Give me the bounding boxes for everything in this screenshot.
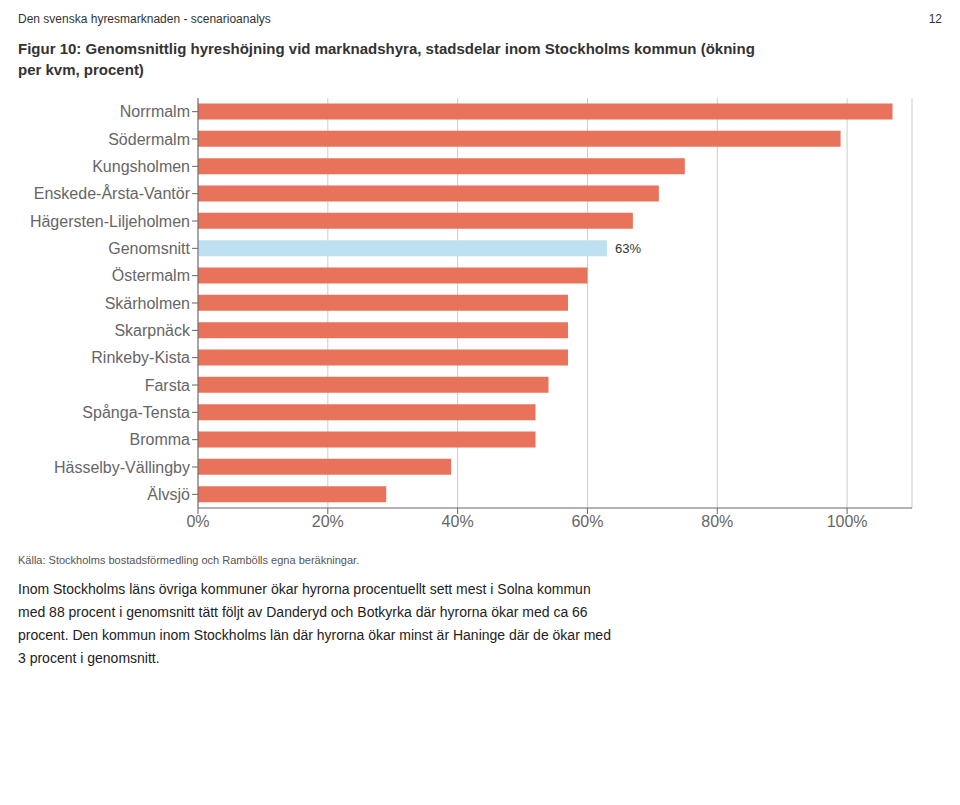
svg-text:Enskede-Årsta-Vantör: Enskede-Årsta-Vantör [34, 184, 191, 202]
svg-text:Norrmalm: Norrmalm [120, 103, 190, 120]
svg-text:63%: 63% [615, 241, 641, 256]
svg-text:100%: 100% [827, 513, 868, 530]
svg-text:Spånga-Tensta: Spånga-Tensta [82, 404, 190, 421]
svg-text:Rinkeby-Kista: Rinkeby-Kista [91, 349, 190, 366]
svg-text:Skärholmen: Skärholmen [105, 295, 190, 312]
svg-text:Skarpnäck: Skarpnäck [114, 322, 191, 339]
svg-text:40%: 40% [442, 513, 474, 530]
svg-text:Genomsnitt: Genomsnitt [108, 240, 190, 257]
html-text:Den svenska hyresmarknaden - s: Den svenska hyresmarknaden - scenarioana… [18, 12, 271, 26]
svg-text:20%: 20% [312, 513, 344, 530]
html-text:Källa: Stockholms bostadsförme: Källa: Stockholms bostadsförmedling och … [18, 554, 360, 566]
svg-text:80%: 80% [701, 513, 733, 530]
svg-text:Bromma: Bromma [130, 431, 191, 448]
svg-text:Östermalm: Östermalm [112, 267, 190, 284]
svg-text:0%: 0% [186, 513, 209, 530]
svg-text:Farsta: Farsta [145, 377, 190, 394]
html-text:12: 12 [928, 12, 942, 26]
html-text:Figur 10: Genomsnittlig hyresh: Figur 10: Genomsnittlig hyreshöjning vid… [18, 40, 755, 78]
svg-text:Hässelby-Vällingby: Hässelby-Vällingby [54, 459, 190, 476]
svg-text:Hägersten-Liljeholmen: Hägersten-Liljeholmen [30, 213, 190, 230]
svg-text:Södermalm: Södermalm [108, 131, 190, 148]
svg-text:60%: 60% [571, 513, 603, 530]
svg-text:Älvsjö: Älvsjö [147, 486, 190, 503]
html-text:Inom Stockholms läns övriga ko: Inom Stockholms läns övriga kommuner öka… [18, 581, 611, 667]
svg-text:Kungsholmen: Kungsholmen [92, 158, 190, 175]
